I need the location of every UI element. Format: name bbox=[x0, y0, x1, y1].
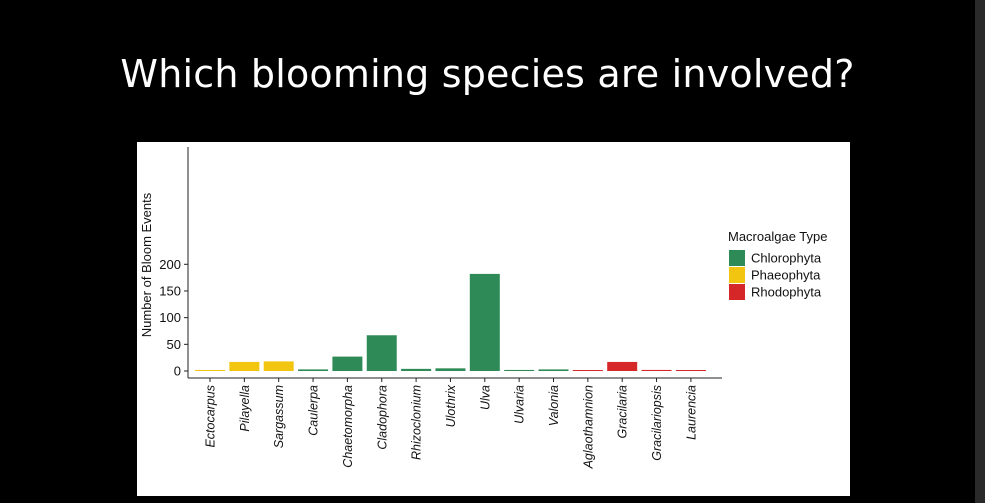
bar-gracilariopsis bbox=[641, 369, 672, 371]
legend-swatch-phaeophyta bbox=[729, 267, 745, 283]
chart-panel: 0 50 100 150 200 Number of Bloom Events Ecto… bbox=[137, 142, 850, 496]
x-tick-label: Cladophora bbox=[375, 385, 389, 450]
bar-cladophora bbox=[366, 335, 397, 371]
legend-swatch-chlorophyta bbox=[729, 250, 745, 266]
bars bbox=[195, 273, 706, 371]
y-tick-label: 0 bbox=[174, 364, 181, 379]
y-tick-label: 200 bbox=[159, 257, 181, 272]
bar-gracilaria bbox=[607, 361, 638, 371]
bar-laurencia bbox=[675, 370, 706, 371]
legend-title: Macroalgae Type bbox=[728, 229, 828, 244]
x-tick-label: Rhizoclonium bbox=[410, 385, 424, 460]
x-tick-label: Chaetomorpha bbox=[341, 385, 355, 468]
bar-pilayella bbox=[229, 361, 260, 371]
x-tick-label: Valonia bbox=[547, 385, 561, 426]
window-edge bbox=[975, 0, 985, 503]
legend-swatch-rhodophyta bbox=[729, 284, 745, 300]
x-tick-label: Sargassum bbox=[272, 385, 286, 448]
x-tick-label: Ulvaria bbox=[513, 385, 527, 424]
y-ticks: 0 50 100 150 200 bbox=[159, 257, 188, 379]
legend-items: Chlorophyta Phaeophyta Rhodophyta bbox=[729, 250, 822, 300]
bar-rhizoclonium bbox=[401, 368, 432, 371]
x-tick-label: Aglaothamnion bbox=[581, 385, 595, 469]
x-axis: Ectocarpus Pilayella Sargassum Caulerpa Chae… bbox=[188, 377, 722, 469]
legend-label-rhodophyta: Rhodophyta bbox=[751, 285, 822, 300]
legend-label-chlorophyta: Chlorophyta bbox=[751, 251, 822, 266]
slide-title: Which blooming species are involved? bbox=[120, 52, 855, 96]
y-tick-label: 50 bbox=[167, 337, 181, 352]
legend: Macroalgae Type Chlorophyta Phaeophyta Rho… bbox=[728, 229, 828, 300]
y-axis: 0 50 100 150 200 Number of Bloom Events bbox=[139, 147, 189, 379]
bar-chaetomorpha bbox=[332, 356, 363, 371]
y-axis-label: Number of Bloom Events bbox=[139, 192, 154, 337]
bar-chart: 0 50 100 150 200 Number of Bloom Events Ecto… bbox=[139, 147, 828, 469]
bar-ectocarpus bbox=[195, 370, 225, 371]
bar-valonia bbox=[538, 369, 569, 371]
y-tick-label: 100 bbox=[159, 310, 181, 325]
x-tick-label: Ectocarpus bbox=[204, 385, 218, 448]
x-ticks: Ectocarpus Pilayella Sargassum Caulerpa Chae… bbox=[204, 378, 698, 469]
bar-ulvaria bbox=[504, 369, 535, 371]
x-tick-label: Ulothrix bbox=[444, 384, 458, 427]
bar-sargassum bbox=[263, 361, 294, 371]
bar-caulerpa bbox=[298, 369, 329, 371]
y-tick-label: 150 bbox=[159, 283, 181, 298]
x-tick-label: Pilayella bbox=[238, 385, 252, 432]
x-tick-label: Gracilariopsis bbox=[650, 385, 664, 461]
legend-label-phaeophyta: Phaeophyta bbox=[751, 268, 821, 283]
bar-aglaothamnion bbox=[572, 370, 603, 371]
x-tick-label: Laurencia bbox=[684, 385, 698, 440]
x-tick-label: Gracilaria bbox=[616, 385, 630, 439]
x-tick-label: Caulerpa bbox=[307, 385, 321, 436]
bar-ulothrix bbox=[435, 368, 466, 371]
x-tick-label: Ulva bbox=[478, 385, 492, 410]
bar-ulva bbox=[469, 273, 500, 371]
